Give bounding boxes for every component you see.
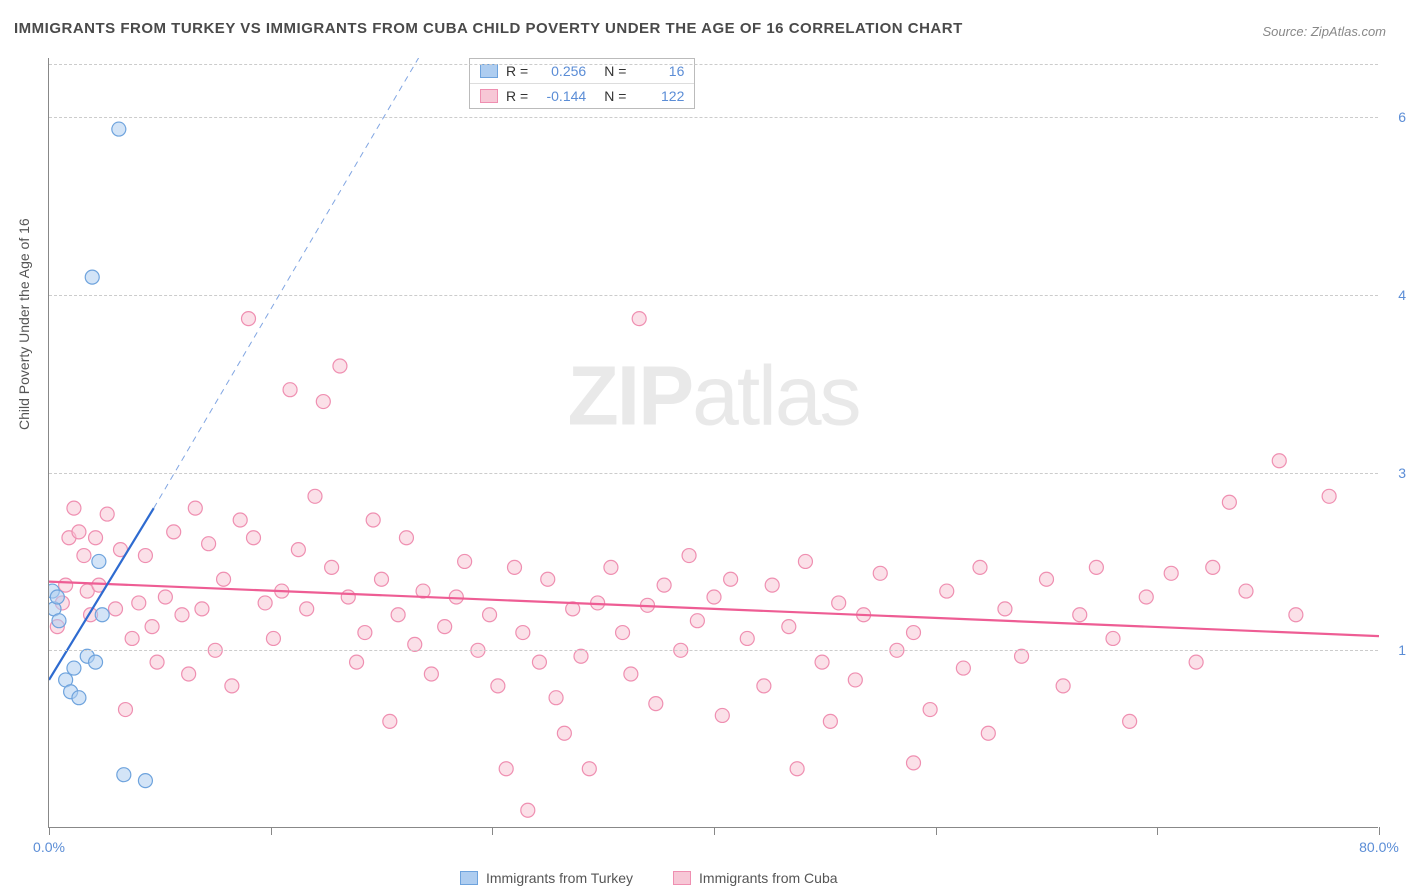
swatch-turkey-icon (460, 871, 478, 885)
x-tick-label: 0.0% (33, 839, 65, 855)
swatch-cuba (480, 89, 498, 103)
y-tick-label: 45.0% (1388, 287, 1406, 303)
source-attribution: Source: ZipAtlas.com (1262, 24, 1386, 39)
r-value-turkey: 0.256 (536, 63, 586, 79)
x-tick-label: 80.0% (1359, 839, 1399, 855)
chart-title: IMMIGRANTS FROM TURKEY VS IMMIGRANTS FRO… (14, 20, 963, 37)
y-tick-label: 15.0% (1388, 642, 1406, 658)
swatch-cuba-icon (673, 871, 691, 885)
legend-label-cuba: Immigrants from Cuba (699, 870, 837, 886)
stats-legend-box: R = 0.256 N = 16 R = -0.144 N = 122 (469, 58, 695, 109)
chart-plot-area: ZIPatlas R = 0.256 N = 16 R = -0.144 N =… (48, 58, 1378, 828)
swatch-turkey (480, 64, 498, 78)
stats-row-cuba: R = -0.144 N = 122 (470, 83, 694, 108)
y-axis-label: Child Poverty Under the Age of 16 (16, 218, 32, 430)
legend-label-turkey: Immigrants from Turkey (486, 870, 633, 886)
y-tick-label: 60.0% (1388, 109, 1406, 125)
stats-row-turkey: R = 0.256 N = 16 (470, 59, 694, 83)
r-value-cuba: -0.144 (536, 88, 586, 104)
y-tick-label: 30.0% (1388, 465, 1406, 481)
n-value-cuba: 122 (634, 88, 684, 104)
legend-item-cuba: Immigrants from Cuba (673, 870, 837, 886)
scatter-svg (49, 58, 1379, 828)
legend-item-turkey: Immigrants from Turkey (460, 870, 633, 886)
n-value-turkey: 16 (634, 63, 684, 79)
bottom-legend: Immigrants from Turkey Immigrants from C… (460, 870, 838, 886)
